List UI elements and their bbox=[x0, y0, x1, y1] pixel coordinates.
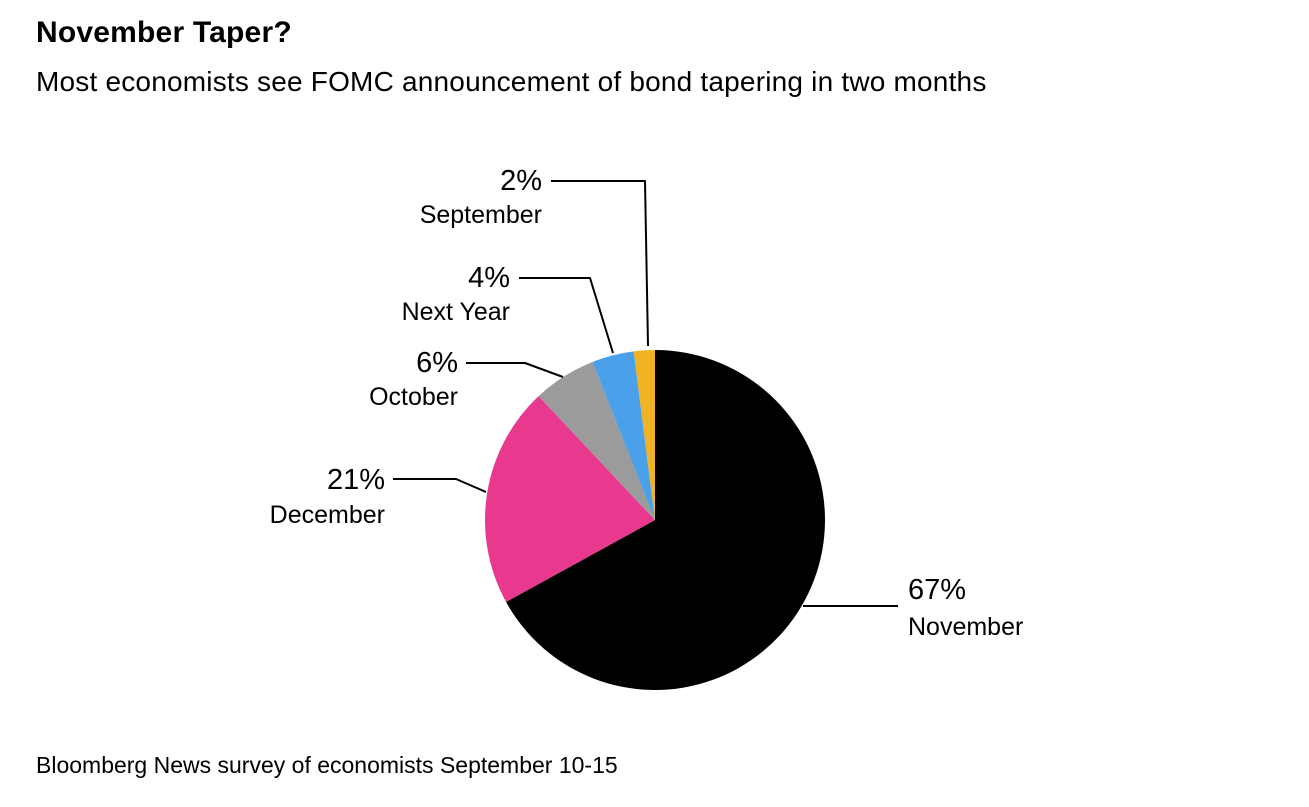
callout-line-september bbox=[551, 180, 649, 347]
slice-percent-december: 21% bbox=[327, 464, 385, 496]
pie-slice-october bbox=[538, 361, 655, 520]
pie-slice-november bbox=[506, 350, 826, 690]
chart-title: November Taper? bbox=[36, 16, 292, 49]
pie-slice-december bbox=[485, 396, 655, 602]
slice-name-september: September bbox=[420, 201, 542, 229]
slice-name-november: November bbox=[908, 613, 1023, 641]
pie-slice-next-year bbox=[592, 351, 655, 520]
chart-subtitle: Most economists see FOMC announcement of… bbox=[36, 66, 987, 97]
slice-name-next-year: Next Year bbox=[402, 298, 510, 326]
callout-line-october bbox=[466, 362, 564, 378]
callout-line-december bbox=[393, 478, 487, 493]
slice-percent-october: 6% bbox=[416, 347, 458, 379]
pie-slice-september bbox=[633, 350, 655, 520]
callout-line-next-year bbox=[519, 277, 614, 354]
source-note: Bloomberg News survey of economists Sept… bbox=[36, 752, 618, 778]
slice-name-october: October bbox=[369, 383, 458, 411]
slice-name-december: December bbox=[270, 501, 385, 529]
slice-percent-next-year: 4% bbox=[468, 262, 510, 294]
slice-percent-november: 67% bbox=[908, 574, 966, 606]
slice-percent-september: 2% bbox=[500, 165, 542, 197]
